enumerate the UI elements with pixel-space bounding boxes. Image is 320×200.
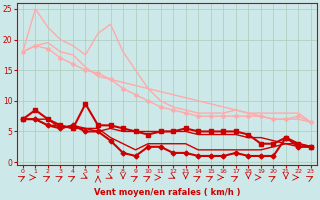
X-axis label: Vent moyen/en rafales ( km/h ): Vent moyen/en rafales ( km/h ) — [94, 188, 240, 197]
